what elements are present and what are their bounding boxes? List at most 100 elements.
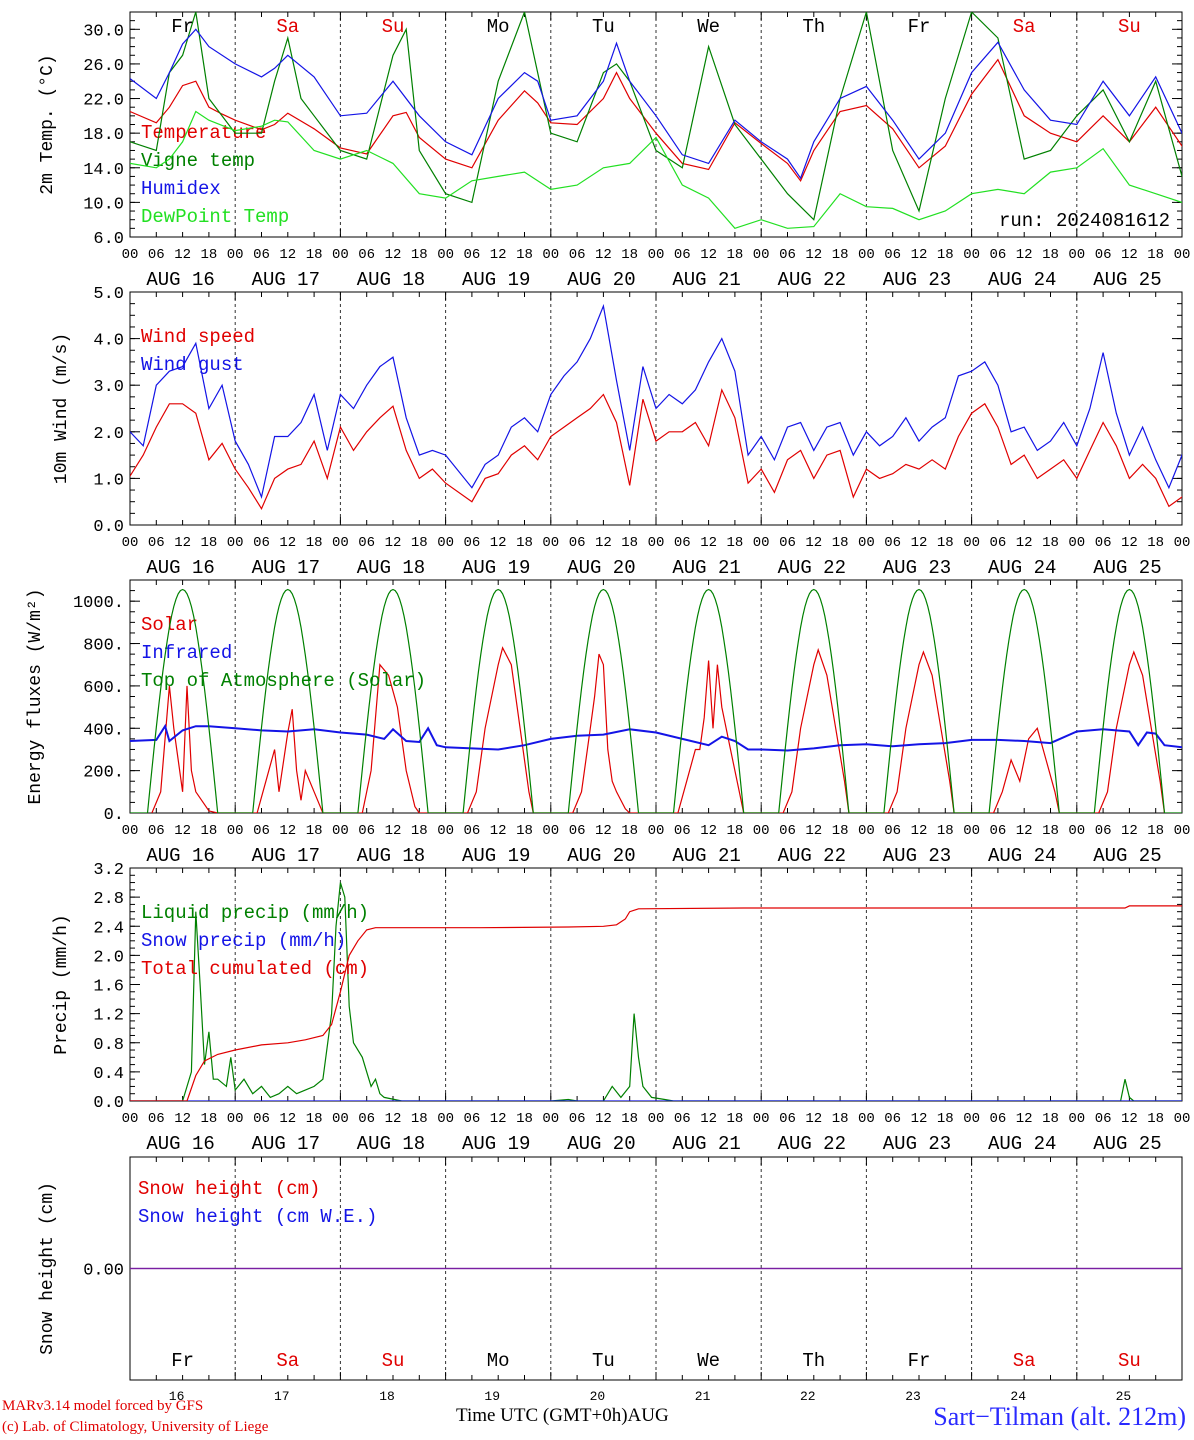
hour-label: 00 <box>1174 823 1191 839</box>
hour-label: 12 <box>385 1111 402 1127</box>
panel-5: 0.00 Snow height (cm) Fr 16 Sa 17 Su 18 Mo 19 Tu 20… <box>38 1156 1183 1404</box>
hour-label: 18 <box>516 1111 533 1127</box>
date-label: AUG 25 <box>1093 269 1161 291</box>
date-label: AUG 21 <box>672 269 740 291</box>
hour-label: 06 <box>253 535 270 551</box>
hour-label: 06 <box>253 247 270 263</box>
date-label: AUG 24 <box>988 269 1056 291</box>
hour-label: 00 <box>227 247 244 263</box>
hour-label: 00 <box>963 1111 980 1127</box>
hour-label: 18 <box>937 247 954 263</box>
hour-label: 00 <box>858 247 875 263</box>
date-label: AUG 16 <box>146 1133 214 1155</box>
date-label: AUG 19 <box>462 845 530 867</box>
hour-label: 06 <box>779 247 796 263</box>
date-label: AUG 23 <box>883 845 951 867</box>
weekday-label: Mo <box>487 16 510 38</box>
hour-label: 18 <box>1042 535 1059 551</box>
hour-label: 00 <box>122 247 139 263</box>
hour-label: 12 <box>1121 1111 1138 1127</box>
hour-label: 00 <box>1068 535 1085 551</box>
date-label: AUG 19 <box>462 557 530 579</box>
hour-label: 00 <box>858 823 875 839</box>
weekday-label: Sa <box>1013 1350 1036 1372</box>
y-tick-label: 30.0 <box>83 22 124 41</box>
copyright: (c) Lab. of Climatology, University of L… <box>2 1419 269 1435</box>
date-label: AUG 20 <box>567 1133 635 1155</box>
hour-label: 12 <box>1121 823 1138 839</box>
date-label: AUG 20 <box>567 269 635 291</box>
hour-label: 12 <box>911 1111 928 1127</box>
weekday-label: Th <box>802 16 825 38</box>
weekday-label: Su <box>382 1350 405 1372</box>
hour-label: 18 <box>306 1111 323 1127</box>
weekday-label: Tu <box>592 16 615 38</box>
hour-label: 00 <box>1174 535 1191 551</box>
y-tick-label: 600. <box>83 679 124 698</box>
hour-label: 06 <box>1095 535 1112 551</box>
hour-label: 12 <box>595 535 612 551</box>
date-label: AUG 22 <box>778 557 846 579</box>
hour-label: 00 <box>1174 1111 1191 1127</box>
hour-label: 12 <box>385 535 402 551</box>
run-label: run: 2024081612 <box>999 210 1170 232</box>
date-label: AUG 16 <box>146 845 214 867</box>
y-tick-label: 26.0 <box>83 57 124 76</box>
legend-entry: Humidex <box>141 178 221 200</box>
hour-label: 18 <box>411 535 428 551</box>
hour-label: 00 <box>227 823 244 839</box>
hour-label: 18 <box>1147 535 1164 551</box>
hour-label: 18 <box>621 247 638 263</box>
hour-label: 06 <box>253 1111 270 1127</box>
hour-label: 12 <box>490 247 507 263</box>
y-tick-label: 1000. <box>73 594 124 613</box>
hour-label: 06 <box>674 1111 691 1127</box>
y-tick-label: 10.0 <box>83 195 124 214</box>
hour-label: 12 <box>174 535 191 551</box>
date-label: AUG 16 <box>146 269 214 291</box>
hour-label: 00 <box>963 535 980 551</box>
series-line-total-cumulated-cm- <box>130 905 1182 1101</box>
date-label: AUG 18 <box>357 269 425 291</box>
hour-label: 06 <box>569 535 586 551</box>
y-tick-label: 0.00 <box>83 1262 124 1281</box>
hour-label: 18 <box>1042 823 1059 839</box>
weekday-label: Su <box>382 16 405 38</box>
series-line-top-of-atmosphere-solar- <box>130 588 1182 813</box>
day-number-label: 22 <box>800 1389 816 1404</box>
hour-label: 06 <box>779 535 796 551</box>
y-tick-label: 0.0 <box>93 518 124 537</box>
date-label: AUG 21 <box>672 557 740 579</box>
hour-label: 12 <box>385 823 402 839</box>
hour-label: 18 <box>200 247 217 263</box>
hour-label: 12 <box>911 535 928 551</box>
date-label: AUG 20 <box>567 845 635 867</box>
day-number-label: 25 <box>1116 1389 1132 1404</box>
hour-label: 00 <box>227 535 244 551</box>
date-label: AUG 22 <box>778 1133 846 1155</box>
hour-label: 06 <box>253 823 270 839</box>
hour-label: 00 <box>542 535 559 551</box>
y-axis-title: Precip (mm/h) <box>52 914 72 1054</box>
date-label: AUG 23 <box>883 557 951 579</box>
date-label: AUG 19 <box>462 1133 530 1155</box>
hour-label: 00 <box>122 1111 139 1127</box>
y-axis-title: 2m Temp. (°C) <box>38 54 58 194</box>
y-tick-label: 0.8 <box>93 1036 124 1055</box>
hour-label: 18 <box>726 823 743 839</box>
hour-label: 12 <box>1121 247 1138 263</box>
hour-label: 18 <box>937 1111 954 1127</box>
y-axis-title: Snow height (cm) <box>38 1182 58 1355</box>
hour-label: 18 <box>726 1111 743 1127</box>
hour-label: 18 <box>200 1111 217 1127</box>
legend-entry: Infrared <box>141 642 232 664</box>
weekday-label: We <box>697 1350 720 1372</box>
y-tick-label: 1.0 <box>93 471 124 490</box>
y-tick-label: 400. <box>83 721 124 740</box>
hour-label: 18 <box>937 535 954 551</box>
hour-label: 18 <box>516 535 533 551</box>
hour-label: 06 <box>674 247 691 263</box>
time-axis-title: Time UTC (GMT+0h)AUG <box>456 1405 669 1426</box>
date-label: AUG 18 <box>357 557 425 579</box>
hour-label: 00 <box>963 247 980 263</box>
